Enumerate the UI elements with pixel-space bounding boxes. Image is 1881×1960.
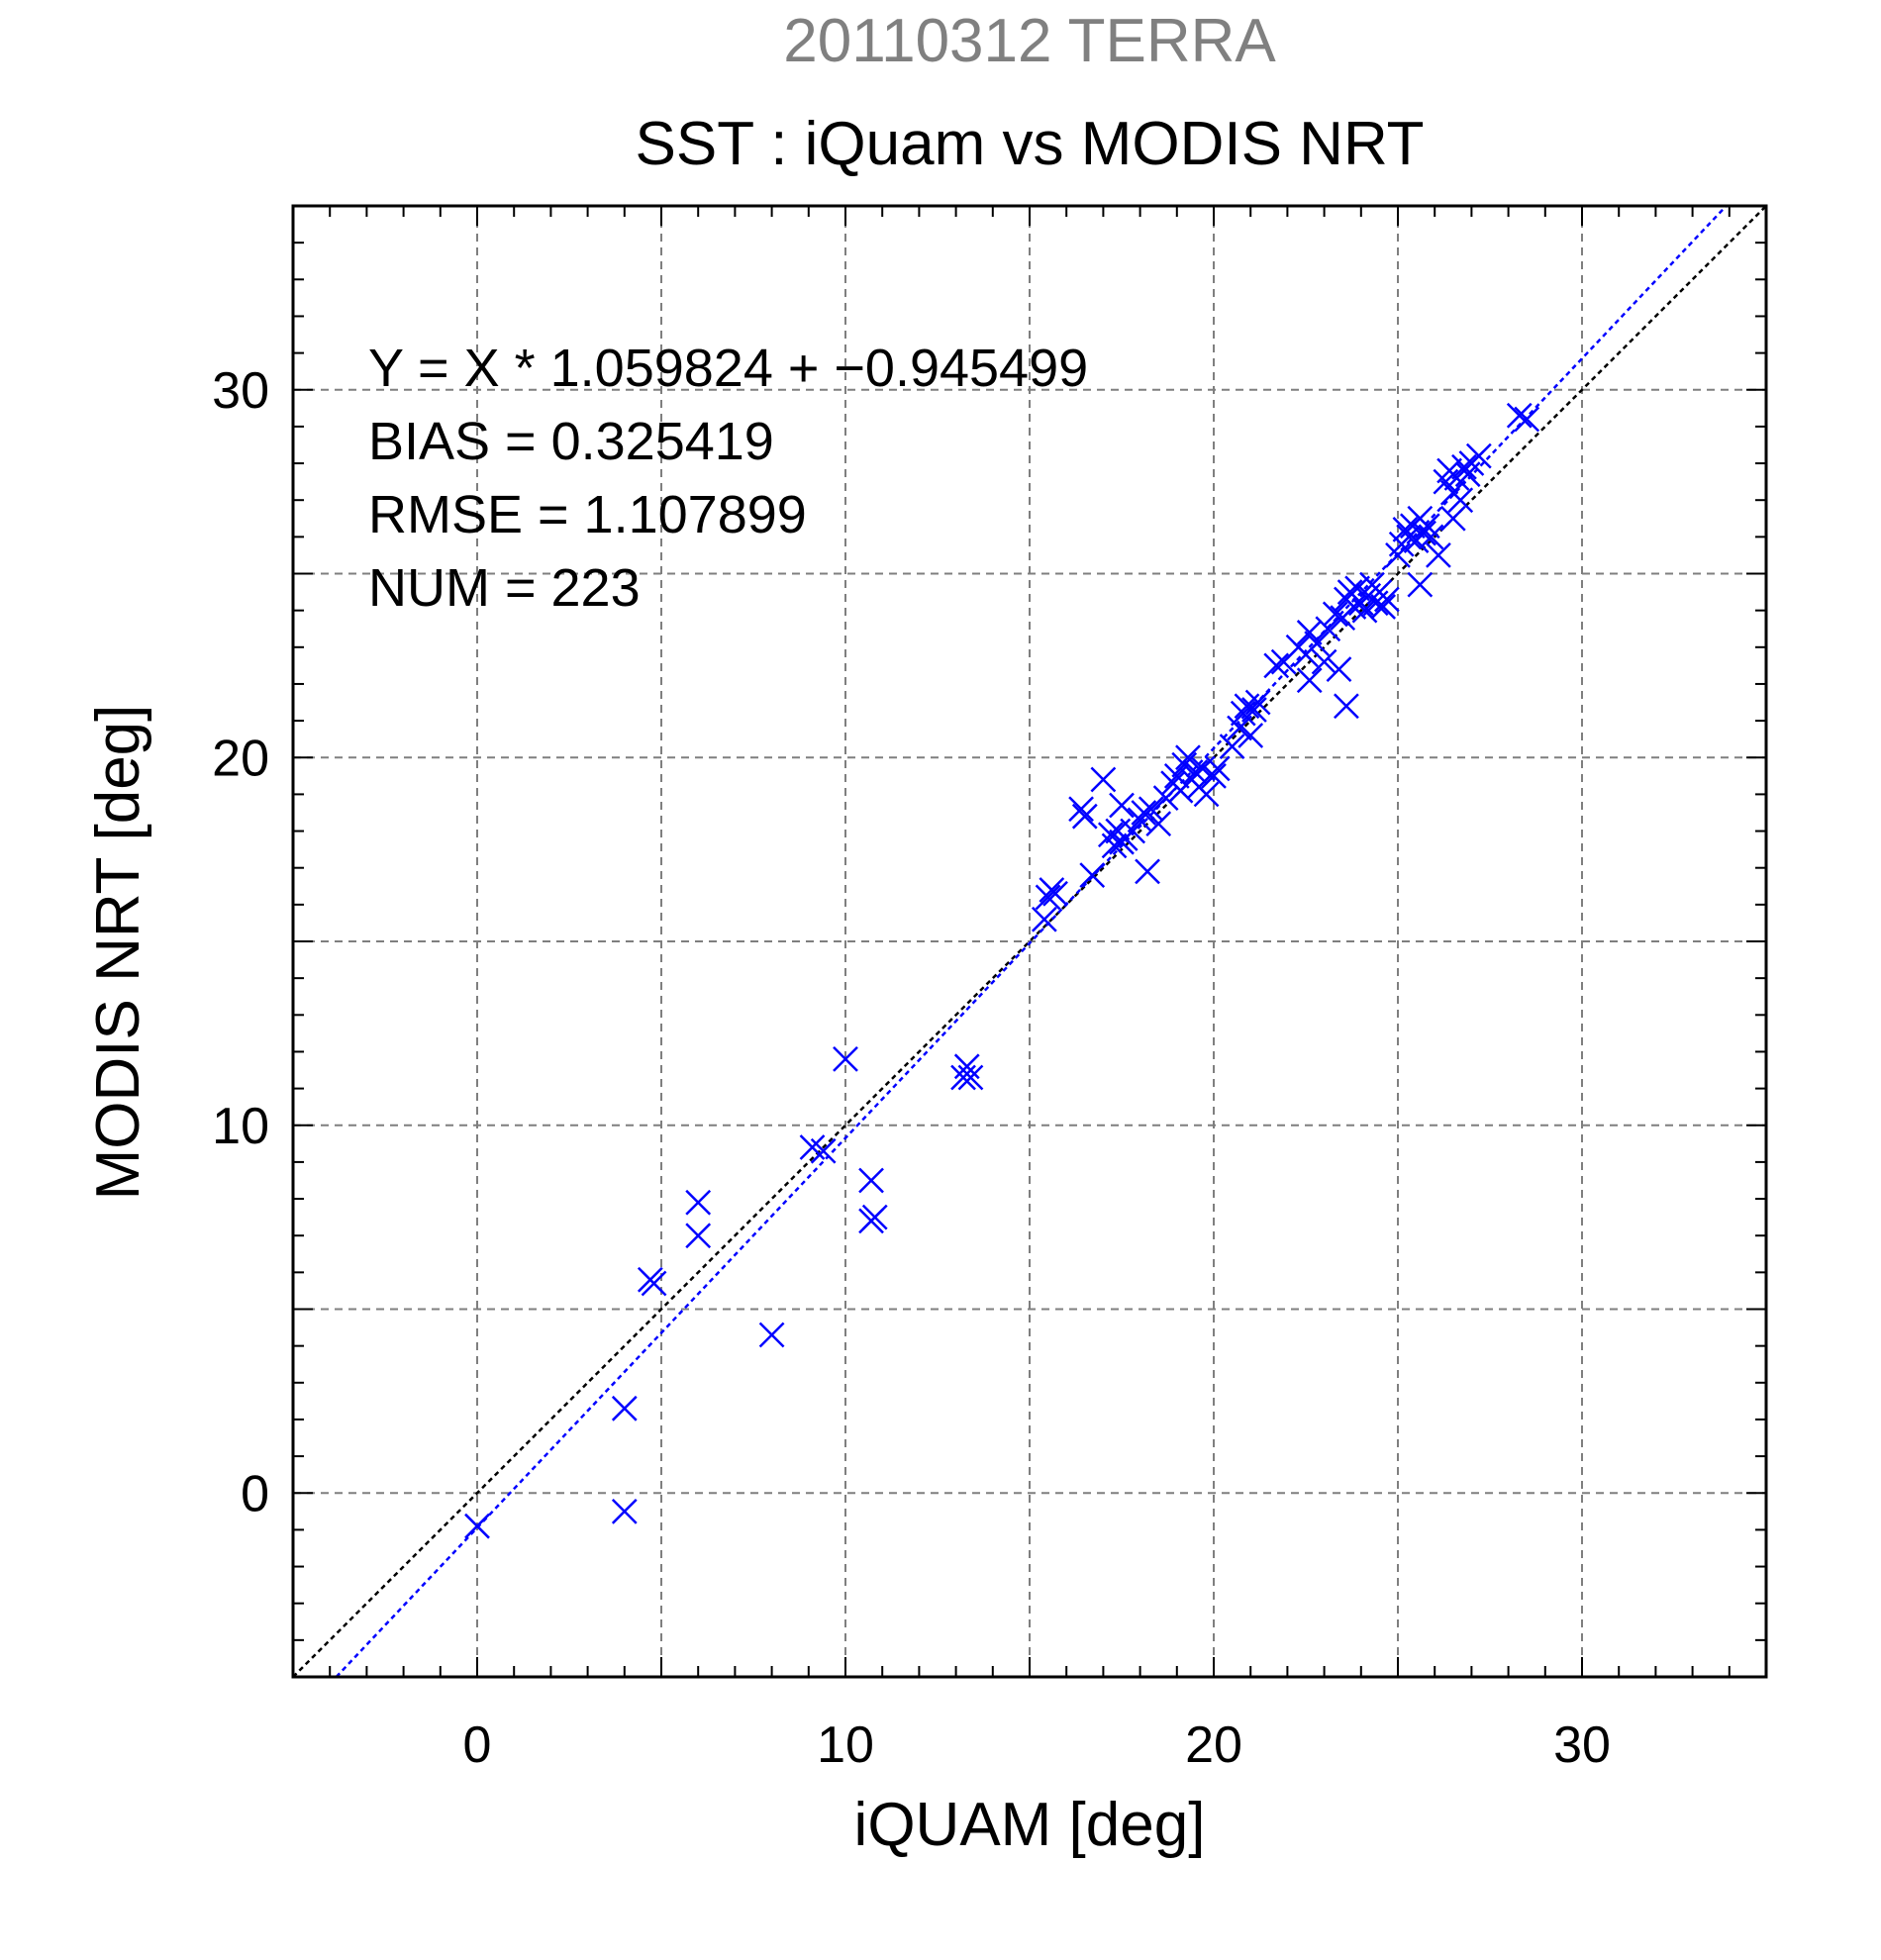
- data-point: [1109, 792, 1135, 819]
- chart-subtitle: 20110312 TERRA: [783, 7, 1276, 75]
- y-tick-label: 20: [212, 730, 269, 787]
- data-point: [1219, 734, 1245, 759]
- annotation-line: RMSE = 1.107899: [368, 485, 807, 544]
- data-point: [685, 1189, 712, 1216]
- y-tick-label: 0: [241, 1465, 269, 1522]
- data-point: [1439, 505, 1466, 532]
- x-tick-label: 0: [463, 1716, 492, 1774]
- reference-lines: [292, 205, 1767, 1678]
- x-tick-label: 30: [1553, 1716, 1611, 1774]
- y-tick-label: 10: [212, 1098, 269, 1155]
- chart-title: SST : iQuam vs MODIS NRT: [636, 110, 1425, 178]
- y-tick-label: 30: [212, 362, 269, 420]
- data-point: [758, 1322, 785, 1348]
- data-point: [1244, 689, 1271, 716]
- data-point: [1296, 620, 1323, 645]
- fit-line: [335, 205, 1728, 1678]
- data-point: [1138, 796, 1164, 823]
- data-point: [1090, 766, 1117, 793]
- data-point: [1344, 575, 1370, 602]
- stats-annotations: Y = X * 1.059824 + −0.945499 BIAS = 0.325…: [368, 339, 1088, 618]
- data-point: [1263, 652, 1290, 679]
- data-point: [464, 1513, 490, 1539]
- x-tick-label: 10: [817, 1716, 874, 1774]
- data-point: [957, 1064, 984, 1091]
- data-point: [1304, 631, 1331, 656]
- data-point: [1370, 594, 1397, 620]
- x-axis-label: iQUAM [deg]: [854, 1791, 1206, 1859]
- data-point: [1079, 862, 1106, 889]
- data-point: [1042, 880, 1068, 907]
- data-point: [1418, 524, 1444, 550]
- data-point: [1152, 785, 1179, 811]
- data-point: [641, 1270, 667, 1297]
- data-point: [1334, 693, 1359, 720]
- data-point: [1131, 800, 1157, 826]
- data-point: [1175, 744, 1201, 771]
- data-point: [1241, 697, 1267, 723]
- data-point: [861, 1204, 888, 1230]
- data-point: [1514, 406, 1540, 433]
- data-point: [1411, 520, 1436, 546]
- data-point: [1373, 586, 1400, 613]
- data-point: [685, 1223, 712, 1249]
- data-point: [1101, 833, 1128, 859]
- data-point: [1071, 803, 1098, 830]
- x-tick-label: 20: [1185, 1716, 1242, 1774]
- data-point: [1296, 667, 1323, 694]
- data-point: [1322, 601, 1348, 628]
- annotation-line: Y = X * 1.059824 + −0.945499: [368, 339, 1088, 398]
- data-point: [1326, 656, 1352, 682]
- data-point: [1465, 442, 1492, 469]
- data-point: [1120, 818, 1146, 844]
- data-point: [611, 1498, 638, 1524]
- data-point: [1031, 906, 1057, 932]
- data-point: [1227, 715, 1252, 741]
- plot-frame: [291, 204, 1768, 1679]
- data-point: [1311, 648, 1337, 675]
- y-axis-label: MODIS NRT [deg]: [84, 705, 152, 1201]
- data-point: [1193, 781, 1220, 808]
- data-point: [1145, 811, 1172, 837]
- tick-labels: 0 10 20 30 0 10 20 30: [212, 362, 1611, 1774]
- data-point: [810, 1137, 837, 1164]
- annotation-line: BIAS = 0.325419: [368, 412, 774, 471]
- axis-ticks: [293, 206, 1766, 1677]
- data-point: [611, 1395, 638, 1421]
- data-points: [464, 402, 1540, 1539]
- data-point: [1204, 755, 1231, 782]
- data-point: [833, 1045, 858, 1072]
- data-point: [1135, 858, 1160, 885]
- data-point: [1315, 616, 1341, 642]
- data-point: [1506, 402, 1533, 429]
- data-point: [1238, 723, 1264, 748]
- data-point: [1447, 487, 1474, 514]
- annotation-line: NUM = 223: [368, 558, 641, 618]
- data-point: [1035, 884, 1061, 911]
- data-point: [1068, 796, 1094, 823]
- data-point: [1407, 571, 1434, 598]
- data-point: [1426, 542, 1451, 568]
- data-point: [1451, 453, 1477, 480]
- data-point: [858, 1167, 884, 1194]
- data-point: [1201, 762, 1227, 789]
